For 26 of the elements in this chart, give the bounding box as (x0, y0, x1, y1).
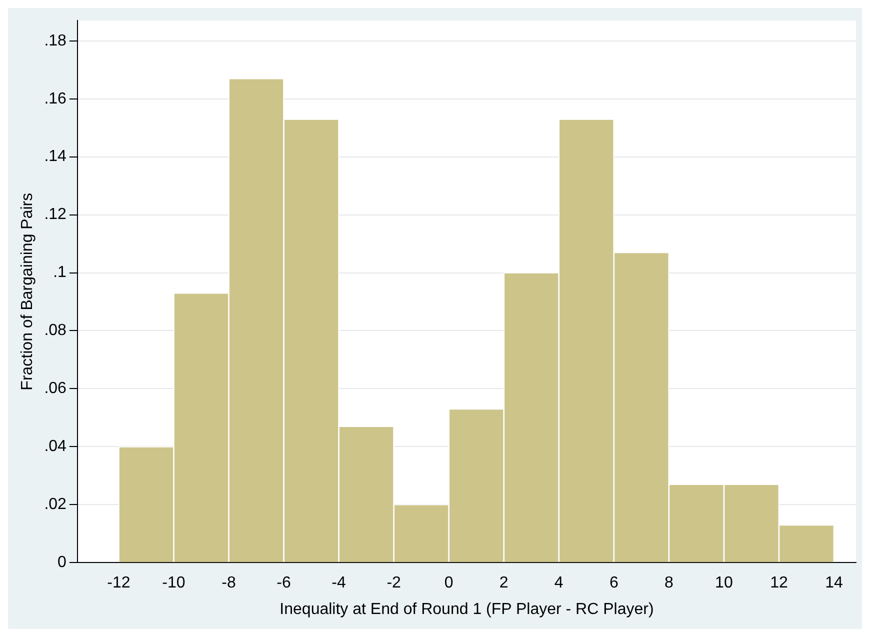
x-tick-label: -2 (386, 574, 402, 592)
y-tick-label: .08 (44, 322, 67, 340)
x-tick-label: 0 (444, 574, 454, 592)
x-tick-label: -10 (162, 574, 186, 592)
x-tick-label: -8 (222, 574, 236, 592)
y-tick-label: .18 (44, 32, 67, 50)
x-tick-label: -6 (276, 574, 291, 592)
y-tick-label: 0 (58, 554, 67, 572)
x-tick-label: 8 (664, 574, 674, 592)
x-tick-label: 4 (554, 574, 564, 592)
y-tick-label: .02 (44, 496, 67, 514)
x-tick-label: 14 (825, 574, 843, 592)
y-tick-label: .04 (44, 438, 67, 456)
y-tick-label: .1 (53, 264, 67, 282)
y-axis-title: Fraction of Bargaining Pairs (19, 192, 36, 390)
x-tick-label: 2 (499, 574, 508, 592)
x-axis-title: Inequality at End of Round 1 (FP Player - RC Player) (280, 600, 654, 618)
y-tick-label: .16 (44, 90, 67, 108)
y-tick-label: .14 (44, 148, 67, 166)
x-tick-label: 6 (609, 574, 618, 592)
y-tick-label: .06 (44, 380, 67, 398)
x-tick-label: -4 (332, 574, 346, 592)
x-tick-label: -12 (107, 574, 130, 592)
x-tick-label: 12 (770, 574, 788, 592)
x-tick-label: 10 (715, 574, 733, 592)
y-tick-label: .12 (44, 206, 67, 224)
